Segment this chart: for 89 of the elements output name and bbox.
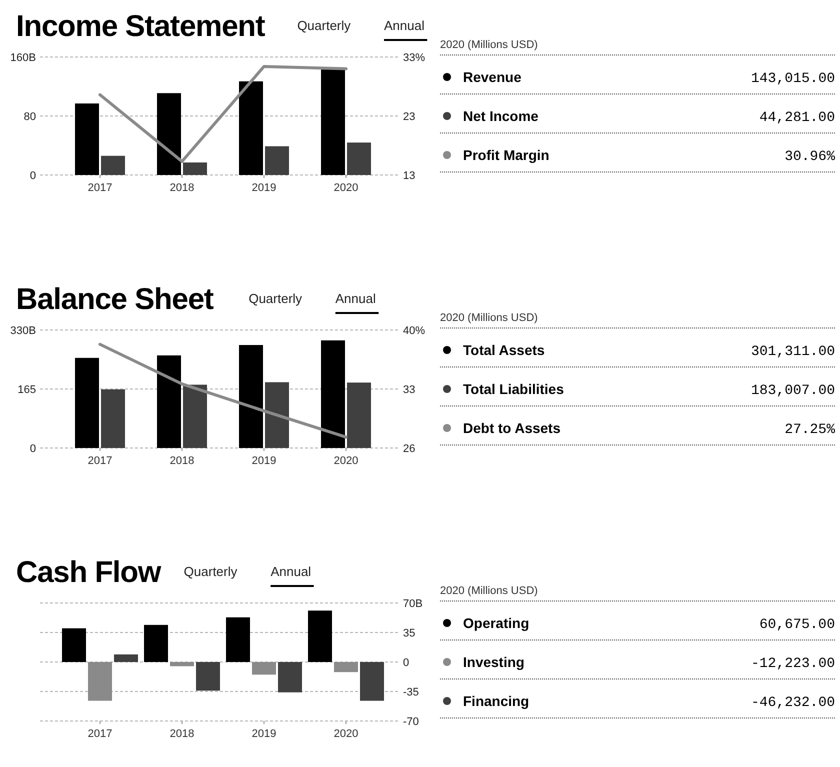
bar	[75, 103, 99, 175]
text: 301,311.00	[750, 344, 835, 360]
bar	[170, 662, 194, 666]
bar	[88, 662, 112, 701]
x-tick-label: 2020	[334, 455, 358, 467]
y2-tick-label: 33	[403, 384, 416, 396]
bar	[321, 340, 345, 448]
y2-tick-label: -70	[403, 716, 419, 728]
x-tick-label: 2017	[88, 728, 112, 740]
text: Quarterly	[184, 564, 238, 579]
bar	[114, 654, 138, 662]
bar	[278, 662, 302, 692]
bar	[308, 610, 332, 662]
y-tick-label: 0	[30, 170, 36, 182]
text: Annual	[335, 291, 376, 306]
line-series	[98, 64, 348, 163]
text: Annual	[384, 18, 425, 33]
bar	[183, 384, 207, 448]
x-tick-label: 2019	[252, 455, 276, 467]
legend-title: 2020 (Millions USD)	[440, 584, 538, 597]
text: 27.25%	[784, 422, 836, 438]
x-tick-label: 2018	[170, 728, 194, 740]
text: Quarterly	[297, 18, 352, 33]
y2-tick-label: 35	[403, 627, 416, 640]
x-tick-label: 2019	[252, 728, 276, 740]
chart-title: Cash Flow	[16, 556, 162, 589]
x-tick-label: 2019	[252, 182, 276, 194]
bar	[334, 662, 358, 672]
text: 143,015.00	[750, 70, 835, 87]
text: 30.96%	[784, 148, 836, 165]
x-tick-label: 2017	[88, 182, 112, 194]
y-tick-label: 160B	[10, 52, 36, 64]
y-tick-label: 80	[24, 110, 36, 123]
y-tick-label: 165	[18, 384, 36, 396]
bar	[252, 662, 276, 675]
legend-label: Debt to Assets	[463, 420, 561, 436]
y-tick-label: 0	[30, 442, 36, 455]
chart-title: Balance Sheet	[16, 283, 214, 316]
y2-tick-label: 26	[403, 442, 416, 455]
legend-label: Financing	[463, 692, 530, 709]
legend-label: Total Liabilities	[463, 380, 564, 397]
y2-tick-label: -35	[403, 686, 419, 698]
x-tick-label: 2018	[170, 182, 194, 194]
y2-tick-label: 70B	[403, 598, 423, 610]
legend-label: Total Assets	[463, 342, 545, 358]
y-tick-label: 330B	[10, 324, 36, 337]
x-tick-label: 2020	[334, 182, 358, 194]
bar	[101, 389, 125, 448]
bar	[265, 382, 289, 448]
legend-label: Investing	[463, 654, 524, 670]
chart-title: Income Statement	[16, 10, 266, 43]
text: Annual	[270, 564, 312, 579]
legend-title: 2020 (Millions USD)	[440, 312, 538, 324]
text: -46,232.00	[750, 694, 835, 711]
bar	[101, 156, 125, 175]
bar	[239, 81, 263, 175]
y2-tick-label: 23	[403, 110, 416, 123]
bar	[196, 662, 220, 691]
legend-title: 2020 (Millions USD)	[440, 38, 538, 51]
y2-tick-label: 40%	[403, 324, 426, 337]
y2-tick-label: 33%	[403, 52, 426, 64]
bar	[157, 355, 181, 448]
bar	[321, 70, 345, 175]
bar	[75, 358, 99, 448]
bar	[157, 93, 181, 175]
legend-label: Operating	[463, 614, 530, 631]
bar	[239, 345, 263, 448]
text: 183,007.00	[750, 382, 835, 399]
legend-label: Profit Margin	[463, 146, 550, 163]
text: Quarterly	[248, 291, 303, 306]
text: -12,223.00	[750, 656, 835, 672]
x-tick-label: 2020	[334, 728, 358, 740]
bar	[360, 662, 384, 701]
bar	[183, 162, 207, 175]
x-tick-label: 2018	[170, 455, 194, 467]
bar	[347, 382, 371, 448]
bar	[226, 617, 250, 662]
bar	[144, 624, 168, 662]
line-series	[98, 342, 348, 439]
bar	[62, 628, 86, 662]
text: 44,281.00	[759, 110, 835, 126]
y2-tick-label: 13	[403, 170, 416, 182]
bar	[265, 146, 289, 175]
x-tick-label: 2017	[88, 455, 112, 467]
text: 60,675.00	[759, 616, 835, 633]
y2-tick-label: 0	[403, 656, 410, 669]
bar	[347, 142, 371, 175]
legend-label: Net Income	[463, 108, 539, 124]
legend-label: Revenue	[463, 68, 522, 85]
